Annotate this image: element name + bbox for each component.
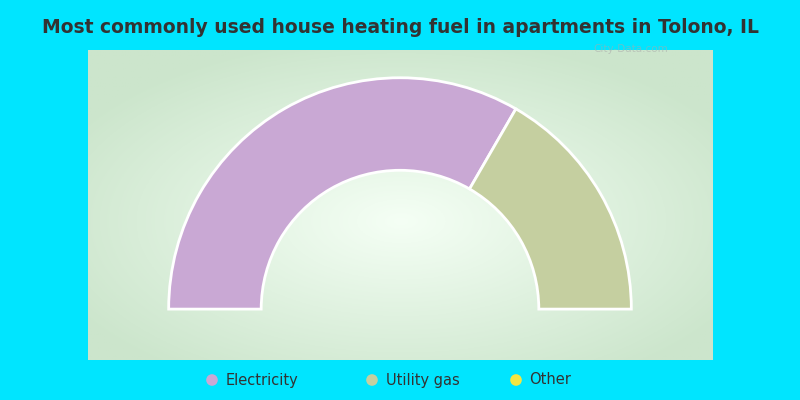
Wedge shape (470, 109, 631, 309)
Text: Utility gas: Utility gas (386, 372, 459, 388)
Text: City-Data.com: City-Data.com (594, 44, 669, 54)
Text: Most commonly used house heating fuel in apartments in Tolono, IL: Most commonly used house heating fuel in… (42, 18, 758, 37)
Wedge shape (169, 78, 516, 309)
Text: Electricity: Electricity (226, 372, 298, 388)
Text: Other: Other (530, 372, 571, 388)
